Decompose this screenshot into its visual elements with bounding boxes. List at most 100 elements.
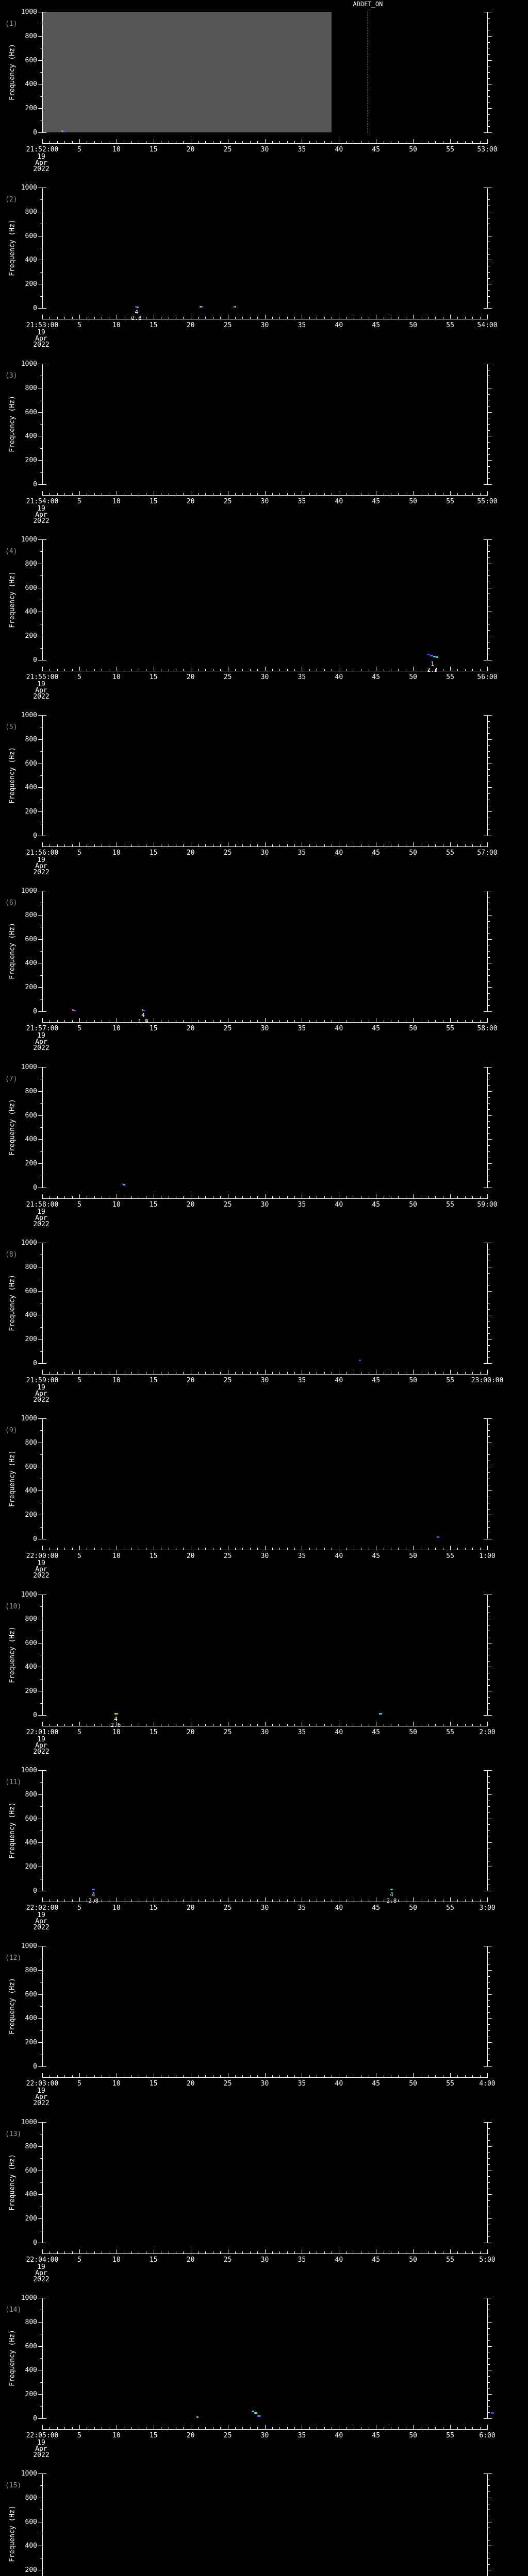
end-time-label: 56:00: [477, 673, 498, 681]
x-minute-tick: [480, 2427, 481, 2429]
panel-index-label: (13): [5, 2130, 22, 2138]
right-freq-tick: [488, 751, 490, 752]
right-freq-tick: [488, 969, 490, 970]
right-freq-tick: [488, 108, 492, 109]
xtick-label: 35: [298, 2080, 306, 2088]
x-minute-tick: [309, 1372, 310, 1374]
right-freq-tick: [488, 2564, 490, 2565]
right-spine-bottom-cap: [484, 2066, 488, 2067]
x-minute-tick: [309, 2251, 310, 2253]
right-freq-tick: [488, 987, 492, 988]
date-label: Apr: [35, 159, 47, 167]
right-freq-tick: [488, 1351, 490, 1352]
x-minute-tick: [450, 2073, 451, 2077]
x-minute-tick: [435, 493, 436, 495]
right-spine-top-cap: [484, 539, 488, 540]
left-freq-tick: [38, 2042, 42, 2043]
right-freq-tick: [488, 1770, 492, 1771]
x-minute-tick: [198, 2427, 199, 2429]
x-minute-tick: [79, 2425, 80, 2429]
left-freq-tick: [38, 1418, 42, 1419]
event-mark: [430, 654, 433, 656]
panel-index-label: (15): [5, 2482, 22, 2489]
xtick-label: 45: [372, 673, 381, 681]
start-time-label: 22:00:00: [26, 1552, 59, 1560]
x-minute-tick: [279, 2251, 280, 2253]
x-minute-tick: [257, 141, 258, 143]
right-freq-tick: [488, 1097, 490, 1098]
xtick-label: 30: [260, 1025, 269, 1032]
x-minute-tick: [72, 1372, 73, 1374]
event-mark: [359, 1360, 361, 1362]
x-minute-tick: [346, 669, 347, 671]
x-axis: [42, 495, 488, 496]
right-spine-bottom-cap: [484, 132, 488, 133]
x-minute-tick: [294, 1724, 295, 1726]
right-freq-tick: [488, 278, 490, 279]
x-axis: [42, 1022, 488, 1023]
left-freq-tick: [38, 1363, 42, 1364]
x-minute-tick: [94, 1548, 95, 1550]
x-minute-tick: [346, 493, 347, 495]
x-minute-tick: [131, 493, 132, 495]
right-spine: [487, 2298, 488, 2418]
x-minute-tick: [79, 1370, 80, 1374]
x-minute-tick: [279, 1020, 280, 1022]
x-minute-tick: [279, 844, 280, 846]
x-minute-tick: [457, 1724, 458, 1726]
right-freq-tick: [488, 460, 492, 461]
left-freq-tick: [38, 2394, 42, 2395]
left-freq-tick: [38, 787, 42, 788]
right-freq-tick: [488, 975, 490, 976]
x-minute-tick: [220, 1196, 221, 1198]
left-freq-tick: [38, 2473, 42, 2474]
xtick-label: 20: [186, 1552, 195, 1560]
x-minute-tick: [205, 844, 206, 846]
event-mark: [143, 1009, 145, 1011]
xtick-label: 25: [223, 1904, 232, 1912]
panel-index-label: (8): [5, 1251, 18, 1259]
x-minute-tick: [79, 1897, 80, 1902]
date-label: Apr: [35, 1214, 47, 1222]
date-label: Apr: [35, 2445, 47, 2453]
right-freq-tick: [488, 811, 492, 812]
x-minute-tick: [450, 1722, 451, 1726]
xtick-label: 40: [335, 1025, 343, 1032]
xtick-label: 55: [446, 146, 454, 154]
x-minute-tick: [309, 1548, 310, 1550]
ytick-label: 600: [25, 408, 37, 416]
x-minute-tick: [183, 1196, 184, 1198]
x-minute-tick: [435, 1548, 436, 1550]
x-minute-tick: [309, 493, 310, 495]
right-freq-tick: [488, 126, 490, 127]
x-minute-tick: [131, 669, 132, 671]
right-freq-tick: [488, 1970, 492, 1971]
x-minute-tick: [346, 1020, 347, 1022]
freq-axis-label: Frequency (Hz): [8, 396, 16, 452]
left-freq-tick: [38, 2194, 42, 2195]
spectrogram-panel-15: (15)Frequency (Hz)0200400600800100022:06…: [0, 2462, 528, 2576]
start-time-label: 21:59:00: [26, 1377, 59, 1384]
ytick-label: 200: [25, 2391, 37, 2399]
x-axis: [42, 2077, 488, 2078]
xtick-label: 35: [298, 1201, 306, 1209]
xtick-label: 45: [372, 146, 381, 154]
x-minute-tick: [450, 491, 451, 495]
right-spine: [487, 1418, 488, 1539]
x-minute-tick: [257, 1020, 258, 1022]
x-minute-tick: [250, 669, 251, 671]
xtick-label: 55: [446, 849, 454, 857]
x-minute-tick: [272, 1196, 273, 1198]
x-minute-tick: [287, 844, 288, 846]
xtick-label: 25: [223, 1201, 232, 1209]
x-minute-tick: [450, 2249, 451, 2253]
x-minute-tick: [413, 667, 414, 671]
xtick-label: 40: [335, 2256, 343, 2264]
x-minute-tick: [480, 1724, 481, 1726]
right-freq-tick: [488, 2322, 492, 2323]
x-minute-tick: [250, 1548, 251, 1550]
x-minute-tick: [42, 842, 43, 846]
start-time-label: 22:02:00: [26, 1904, 59, 1912]
x-minute-tick: [324, 1196, 325, 1198]
ytick-label: 600: [25, 56, 37, 64]
